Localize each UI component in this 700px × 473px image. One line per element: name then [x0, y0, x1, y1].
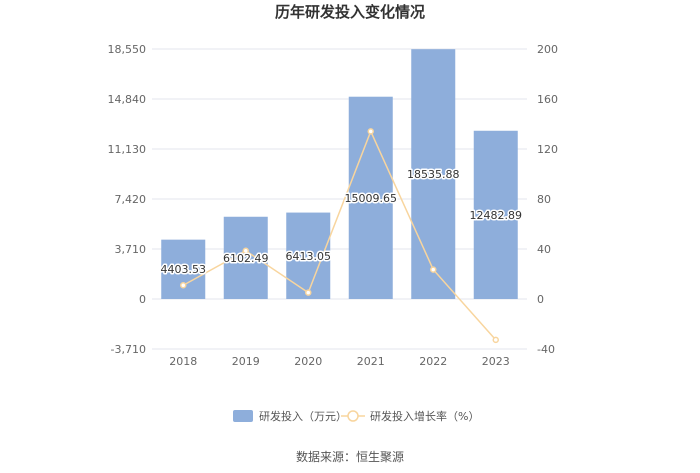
growth-line [182, 129, 497, 341]
growth-point [180, 282, 187, 289]
x-tick-label: 2021 [357, 355, 385, 368]
bar [161, 239, 206, 299]
left-tick-label: 11,130 [108, 143, 147, 156]
right-tick-label: 80 [537, 193, 551, 206]
x-axis: 2018 2019 2020 2021 2022 2023 [169, 355, 510, 368]
left-axis: -3,710 0 3,710 7,420 11,130 14,840 18,550 [108, 43, 147, 356]
left-tick-label: 3,710 [115, 243, 147, 256]
x-tick-label: 2018 [169, 355, 197, 368]
bar-value-label: 6413.05 [286, 250, 332, 263]
bar [473, 130, 518, 299]
bar [223, 216, 268, 299]
grid-lines [152, 48, 527, 350]
right-tick-label: 120 [537, 143, 558, 156]
right-tick-label: -40 [537, 343, 555, 356]
x-tick-label: 2020 [294, 355, 322, 368]
bar-series [161, 49, 518, 300]
right-tick-label: 200 [537, 43, 558, 56]
right-tick-label: 0 [537, 293, 544, 306]
left-tick-label: 14,840 [108, 93, 147, 106]
line-series [180, 128, 499, 344]
legend-label-bar: 研发投入（万元） [259, 409, 347, 423]
growth-point [305, 289, 312, 296]
legend-swatch-bar [233, 410, 253, 422]
chart-title: 历年研发投入变化情况 [275, 3, 425, 21]
bar-value-label: 18535.88 [407, 168, 460, 181]
right-tick-label: 160 [537, 93, 558, 106]
left-tick-label: -3,710 [111, 343, 146, 356]
bar-value-label: 15009.65 [345, 192, 398, 205]
growth-point [242, 247, 249, 254]
right-axis: -40 0 40 80 120 160 200 [537, 43, 558, 356]
growth-point [492, 336, 499, 344]
legend-label-line: 研发投入增长率（%） [370, 409, 479, 423]
source-note: 数据来源：恒生聚源 [296, 449, 404, 464]
right-tick-label: 40 [537, 243, 551, 256]
legend-swatch-marker [347, 410, 359, 422]
x-tick-label: 2023 [482, 355, 510, 368]
left-tick-label: 18,550 [108, 43, 147, 56]
growth-point [367, 128, 374, 135]
bar [411, 49, 456, 300]
bar-value-label: 12482.89 [470, 209, 523, 222]
bar-value-label: 6102.49 [223, 252, 269, 265]
growth-point [430, 266, 437, 273]
bar-value-label: 4403.53 [161, 263, 207, 276]
x-tick-label: 2019 [232, 355, 260, 368]
legend: 研发投入（万元） 研发投入增长率（%） [233, 409, 479, 423]
left-tick-label: 0 [139, 293, 146, 306]
left-tick-label: 7,420 [115, 193, 147, 206]
bar-data-labels: 4403.53 6102.49 6413.05 15009.65 18535.88 124… [159, 167, 524, 278]
x-tick-label: 2022 [419, 355, 447, 368]
